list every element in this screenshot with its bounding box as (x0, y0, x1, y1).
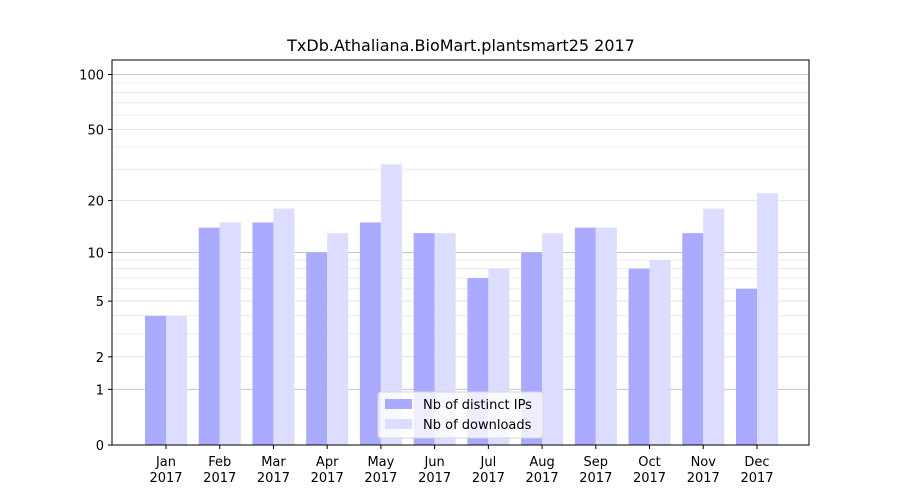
bar-downloads (757, 193, 778, 445)
y-tick-label: 2 (96, 351, 104, 366)
legend-swatch (385, 419, 412, 429)
x-tick-label: Mar 2017 (257, 455, 290, 486)
legend-label: Nb of downloads (423, 418, 532, 433)
bar-distinct-ips (252, 222, 274, 445)
x-tick-label: Dec 2017 (740, 455, 773, 486)
y-tick-label: 20 (87, 195, 104, 210)
x-tick-label: Nov 2017 (687, 455, 720, 486)
x-tick-label: May 2017 (364, 455, 397, 486)
x-tick-label: Apr 2017 (311, 455, 344, 486)
bar-distinct-ips (359, 222, 381, 445)
bar-distinct-ips (682, 233, 704, 445)
bar-downloads (542, 233, 564, 445)
x-tick-label: Sep 2017 (579, 455, 612, 486)
bar-downloads (273, 208, 295, 445)
bar-downloads (327, 233, 349, 445)
y-axis: 0 1 2 5 10 20 50 100 (79, 69, 112, 454)
y-tick-label: 50 (87, 123, 104, 138)
bar-downloads (595, 227, 617, 445)
bar-distinct-ips (145, 315, 166, 445)
bar-distinct-ips (736, 288, 757, 445)
legend-label: Nb of distinct IPs (423, 398, 532, 413)
legend-swatch (385, 399, 412, 409)
x-tick-label: Feb 2017 (203, 455, 236, 486)
legend-box (377, 391, 544, 439)
x-tick-label: Jul 2017 (472, 455, 505, 486)
x-tick-label: Oct 2017 (633, 455, 666, 486)
bar-distinct-ips (628, 268, 650, 445)
bar-downloads (703, 208, 725, 445)
bar-downloads (649, 260, 671, 445)
y-tick-label: 10 (87, 247, 104, 262)
y-tick-label: 1 (96, 383, 104, 398)
x-tick-label: Aug 2017 (526, 455, 559, 486)
y-tick-label: 5 (96, 295, 104, 310)
bar-distinct-ips (306, 252, 328, 445)
legend: Nb of distinct IPs Nb of downloads (377, 391, 544, 439)
bar-downloads (219, 222, 241, 445)
x-tick-label: Jan 2017 (149, 455, 182, 486)
y-tick-label: 0 (96, 439, 104, 454)
x-tick-label: Jun 2017 (418, 455, 451, 486)
bar-distinct-ips (198, 227, 220, 445)
y-tick-label: 100 (79, 69, 104, 84)
bar-distinct-ips (574, 227, 596, 445)
bar-downloads (380, 164, 402, 445)
bar-downloads (166, 315, 187, 445)
x-axis: Jan 2017 Feb 2017 Mar 2017 Apr 2017 May 2017 Jun 20… (149, 445, 774, 486)
chart-title: TxDb.Athaliana.BioMart.plantsmart25 2017 (286, 36, 635, 55)
